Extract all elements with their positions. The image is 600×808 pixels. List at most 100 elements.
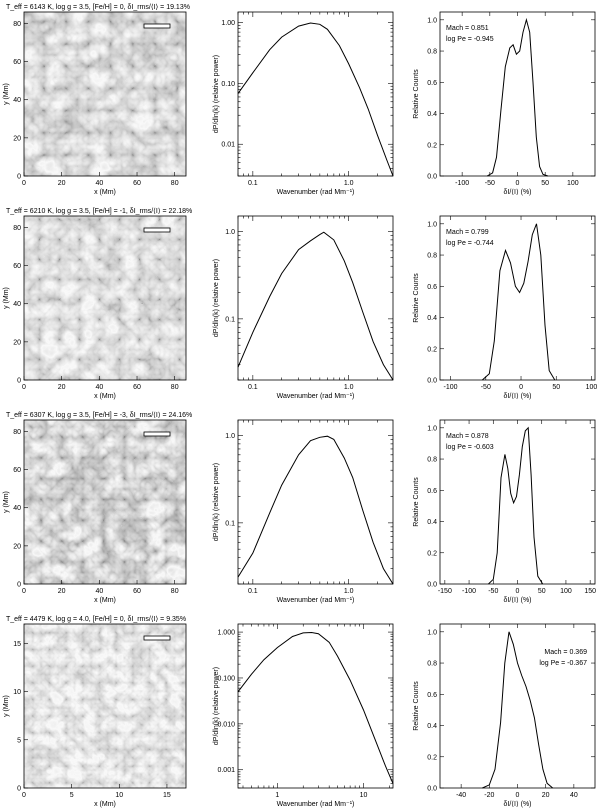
x-tick-label: 60 (133, 384, 141, 391)
figure-row-2: T_eff = 6210 K, log g = 3.5, [Fe/H] = -1… (3, 207, 597, 400)
y-tick-label: 1.0 (427, 221, 437, 228)
y-tick-label: 0.100 (217, 675, 235, 682)
y-tick-label: 1.000 (217, 630, 235, 637)
intensity-histogram-panel: -150 -100 -50 0 50 100 150 0.0 0.2 0.4 0.6 0.8 1.0 δI… (413, 419, 596, 604)
y-tick-label: 0 (17, 378, 21, 385)
granulation-panel: T_eff = 6210 K, log g = 3.5, [Fe/H] = -1… (3, 207, 192, 400)
panel-title: T_eff = 4479 K, log g = 4.0, [Fe/H] = 0,… (6, 615, 186, 623)
x-tick-label: 0 (516, 792, 520, 799)
x-tick-label: 60 (133, 180, 141, 187)
x-tick-label: 20 (542, 792, 550, 799)
x-axis-label: x (Mm) (94, 801, 116, 808)
y-tick-label: 0 (17, 786, 21, 793)
x-axis-label: δI/⟨I⟩ (%) (503, 800, 531, 808)
y-tick-label: 80 (13, 21, 21, 28)
y-tick-label: 0 (17, 582, 21, 589)
x-axis-label: Wavenumber (rad Mm⁻¹) (277, 189, 355, 196)
power-spectrum-line (237, 631, 394, 784)
granulation-panel: T_eff = 6143 K, log g = 3.5, [Fe/H] = 0,… (3, 3, 190, 196)
histogram-line (482, 631, 554, 789)
peclet-annotation: log Pe = -0.744 (446, 240, 494, 247)
power-spectrum-panel: 0.1 1.0 1.0 0.1 Wavenumber (rad Mm⁻¹) dP/dln(… (213, 419, 394, 604)
y-axis-label: dP/dln(k) (relative power) (213, 667, 220, 745)
y-tick-label: 40 (13, 505, 21, 512)
granulation-panel: T_eff = 4479 K, log g = 4.0, [Fe/H] = 0,… (3, 615, 187, 808)
power-frame (237, 11, 394, 177)
granulation-image (24, 420, 186, 584)
y-tick-label: 0.001 (217, 767, 235, 774)
y-tick-label: 0 (17, 174, 21, 181)
y-tick-label: 0.0 (427, 582, 437, 589)
y-axis-label: dP/dln(k) (relative power) (213, 55, 220, 133)
x-tick-label: 40 (95, 384, 103, 391)
x-axis-label: Wavenumber (rad Mm⁻¹) (277, 393, 355, 400)
y-tick-label: 0.2 (427, 550, 437, 557)
mach-annotation: Mach = 0.851 (446, 25, 489, 32)
x-tick-label: 15 (163, 792, 171, 799)
x-tick-label: 80 (171, 180, 179, 187)
x-tick-label: 100 (586, 384, 598, 391)
x-axis-label: δI/⟨I⟩ (%) (503, 188, 531, 196)
x-tick-label: 0 (516, 588, 520, 595)
x-tick-label: 0 (22, 384, 26, 391)
x-tick-label: 50 (552, 384, 560, 391)
panel-title: T_eff = 6307 K, log g = 3.5, [Fe/H] = -3… (6, 411, 192, 419)
y-tick-label: 0.6 (427, 80, 437, 87)
histogram-frame (439, 215, 596, 381)
y-tick-label: 20 (13, 135, 21, 142)
y-tick-label: 0.0 (427, 786, 437, 793)
granulation-image (24, 12, 186, 176)
x-tick-label: 0 (22, 792, 26, 799)
y-axis-label: Relative Counts (413, 273, 420, 323)
peclet-annotation: log Pe = -0.603 (446, 444, 494, 451)
x-tick-label: -100 (444, 384, 458, 391)
y-axis-label: dP/dln(k) (relative power) (213, 259, 220, 337)
y-tick-label: 0.6 (427, 284, 437, 291)
x-tick-label: 20 (58, 588, 66, 595)
y-tick-label: 1.0 (427, 629, 437, 636)
y-tick-label: 0.2 (427, 754, 437, 761)
panel-title: T_eff = 6210 K, log g = 3.5, [Fe/H] = -1… (6, 207, 192, 215)
x-tick-label: 10 (115, 792, 123, 799)
power-spectrum-panel: 0.1 1.0 1.0 0.1 Wavenumber (rad Mm⁻¹) dP/dln(… (213, 215, 394, 400)
x-tick-label: 80 (171, 588, 179, 595)
x-tick-label: 50 (538, 588, 546, 595)
scale-bar (143, 431, 171, 437)
intensity-histogram-panel: -100 -50 0 50 100 0.0 0.2 0.4 0.6 0.8 1.0 δI/⟨I⟩ (%… (413, 11, 596, 196)
x-tick-label: 0 (22, 180, 26, 187)
y-tick-label: 5 (17, 737, 21, 744)
x-tick-label: 20 (58, 180, 66, 187)
y-tick-label: 0.8 (427, 253, 437, 260)
scale-bar (143, 23, 171, 29)
intensity-histogram-panel: -40 -20 0 20 40 0.0 0.2 0.4 0.6 0.8 1.0 δI/⟨I⟩ (%) R… (413, 623, 596, 808)
x-tick-label: -50 (488, 588, 498, 595)
x-tick-label: 0.1 (248, 180, 258, 187)
y-tick-label: 40 (13, 97, 21, 104)
image-frame (23, 623, 187, 789)
x-tick-label: 1.0 (344, 180, 354, 187)
y-tick-label: 1.0 (225, 433, 235, 440)
y-tick-label: 0.4 (427, 519, 437, 526)
power-spectrum-line (237, 435, 394, 585)
x-tick-label: 60 (133, 588, 141, 595)
x-axis-label: Wavenumber (rad Mm⁻¹) (277, 597, 355, 604)
mach-annotation: Mach = 0.369 (544, 649, 587, 656)
x-tick-label: 0 (516, 180, 520, 187)
figure-row-3: T_eff = 6307 K, log g = 3.5, [Fe/H] = -3… (3, 411, 596, 604)
x-tick-label: 20 (58, 384, 66, 391)
x-tick-label: 0.1 (248, 588, 258, 595)
y-axis-label: Relative Counts (413, 69, 420, 119)
y-tick-label: 0.4 (427, 111, 437, 118)
y-tick-label: 40 (13, 301, 21, 308)
y-tick-label: 0.0 (427, 378, 437, 385)
y-axis-label: Relative Counts (413, 477, 420, 527)
power-frame (237, 215, 394, 381)
y-axis-label: y (Mm) (3, 695, 10, 717)
granulation-panel: T_eff = 6307 K, log g = 3.5, [Fe/H] = -3… (3, 411, 192, 604)
power-frame (237, 623, 394, 789)
panel-title: T_eff = 6143 K, log g = 3.5, [Fe/H] = 0,… (6, 3, 190, 11)
x-tick-label: -50 (481, 384, 491, 391)
x-tick-label: 0 (519, 384, 523, 391)
y-tick-label: 0.4 (427, 315, 437, 322)
x-tick-label: 150 (584, 588, 596, 595)
